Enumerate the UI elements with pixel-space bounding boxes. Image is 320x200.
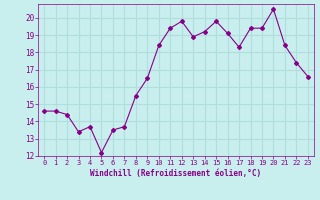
X-axis label: Windchill (Refroidissement éolien,°C): Windchill (Refroidissement éolien,°C) (91, 169, 261, 178)
